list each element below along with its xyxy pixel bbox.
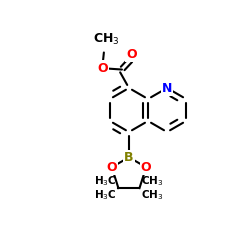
Text: H$_3$C: H$_3$C (94, 188, 116, 202)
Text: CH$_3$: CH$_3$ (142, 174, 164, 188)
Text: N: N (162, 82, 172, 94)
Text: CH$_3$: CH$_3$ (142, 188, 164, 202)
Text: O: O (106, 161, 117, 174)
Text: O: O (126, 48, 137, 60)
Text: B: B (124, 151, 134, 164)
Text: CH$_3$: CH$_3$ (93, 32, 120, 46)
Text: O: O (97, 62, 108, 75)
Text: H$_3$C: H$_3$C (94, 174, 116, 188)
Text: O: O (141, 161, 152, 174)
